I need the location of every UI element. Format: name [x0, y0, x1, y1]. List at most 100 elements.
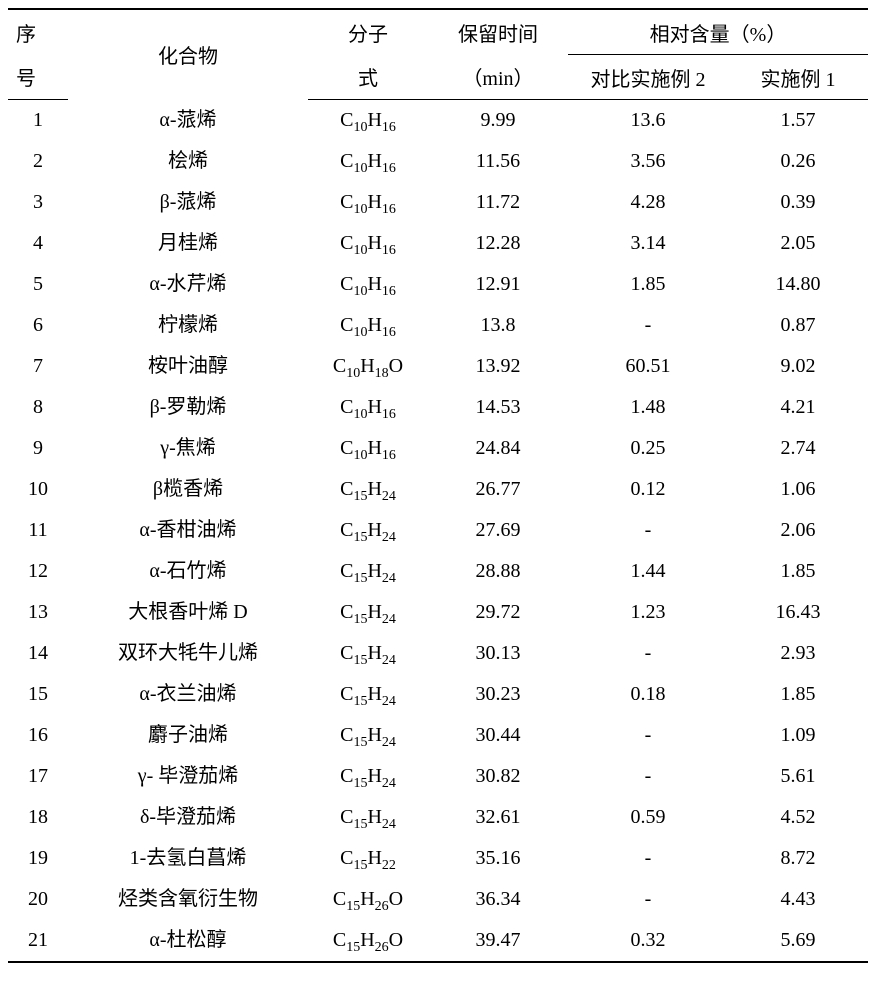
cell-seq: 13 — [8, 592, 68, 633]
header-mf-l1: 分子 — [308, 9, 428, 55]
header-rt-l1: 保留时间 — [428, 9, 568, 55]
cell-mf: C15H22 — [308, 838, 428, 879]
header-rel-group: 相对含量（%） — [568, 9, 868, 55]
cell-mf: C10H16 — [308, 305, 428, 346]
cell-seq: 17 — [8, 756, 68, 797]
cell-mf: C15H26O — [308, 920, 428, 962]
cell-name: γ-焦烯 — [68, 428, 308, 469]
table-row: 1α-蒎烯C10H169.9913.61.57 — [8, 100, 868, 142]
cell-ex1: 4.21 — [728, 387, 868, 428]
cell-rt: 11.72 — [428, 182, 568, 223]
header-mf-l2: 式 — [308, 55, 428, 100]
cell-mf: C15H24 — [308, 674, 428, 715]
cell-ex1: 1.85 — [728, 551, 868, 592]
cell-cmp2: - — [568, 510, 728, 551]
cell-rt: 30.13 — [428, 633, 568, 674]
cell-mf: C10H16 — [308, 387, 428, 428]
cell-cmp2: 0.12 — [568, 469, 728, 510]
table-row: 4月桂烯C10H1612.283.142.05 — [8, 223, 868, 264]
cell-seq: 2 — [8, 141, 68, 182]
table-row: 6柠檬烯C10H1613.8-0.87 — [8, 305, 868, 346]
cell-ex1: 9.02 — [728, 346, 868, 387]
header-seq-l2: 号 — [8, 55, 68, 100]
table-row: 11α-香柑油烯C15H2427.69-2.06 — [8, 510, 868, 551]
cell-cmp2: 1.44 — [568, 551, 728, 592]
header-cmp2: 对比实施例 2 — [568, 55, 728, 100]
table-row: 15α-衣兰油烯C15H2430.230.181.85 — [8, 674, 868, 715]
cell-rt: 36.34 — [428, 879, 568, 920]
cell-seq: 12 — [8, 551, 68, 592]
cell-ex1: 1.09 — [728, 715, 868, 756]
cell-cmp2: 4.28 — [568, 182, 728, 223]
header-rt-l2: （min） — [428, 55, 568, 100]
table-row: 9γ-焦烯C10H1624.840.252.74 — [8, 428, 868, 469]
cell-seq: 9 — [8, 428, 68, 469]
cell-rt: 24.84 — [428, 428, 568, 469]
cell-name: α-水芹烯 — [68, 264, 308, 305]
cell-cmp2: 0.32 — [568, 920, 728, 962]
cell-ex1: 4.52 — [728, 797, 868, 838]
cell-rt: 12.91 — [428, 264, 568, 305]
header-seq-l1: 序 — [8, 9, 68, 55]
cell-mf: C10H16 — [308, 428, 428, 469]
cell-cmp2: - — [568, 838, 728, 879]
cell-ex1: 2.05 — [728, 223, 868, 264]
header-ex1: 实施例 1 — [728, 55, 868, 100]
cell-mf: C10H16 — [308, 182, 428, 223]
cell-mf: C10H16 — [308, 100, 428, 142]
cell-cmp2: 0.25 — [568, 428, 728, 469]
cell-cmp2: - — [568, 879, 728, 920]
cell-mf: C10H18O — [308, 346, 428, 387]
cell-rt: 39.47 — [428, 920, 568, 962]
cell-rt: 27.69 — [428, 510, 568, 551]
cell-name: β-蒎烯 — [68, 182, 308, 223]
cell-name: 桧烯 — [68, 141, 308, 182]
cell-ex1: 1.57 — [728, 100, 868, 142]
cell-name: 烃类含氧衍生物 — [68, 879, 308, 920]
cell-seq: 8 — [8, 387, 68, 428]
cell-cmp2: 0.18 — [568, 674, 728, 715]
cell-name: γ- 毕澄茄烯 — [68, 756, 308, 797]
cell-mf: C15H24 — [308, 551, 428, 592]
header-name: 化合物 — [68, 9, 308, 100]
cell-seq: 19 — [8, 838, 68, 879]
cell-mf: C10H16 — [308, 141, 428, 182]
cell-mf: C10H16 — [308, 223, 428, 264]
cell-ex1: 1.85 — [728, 674, 868, 715]
cell-ex1: 4.43 — [728, 879, 868, 920]
cell-cmp2: 60.51 — [568, 346, 728, 387]
cell-ex1: 5.61 — [728, 756, 868, 797]
cell-ex1: 2.93 — [728, 633, 868, 674]
cell-name: α-衣兰油烯 — [68, 674, 308, 715]
cell-name: 桉叶油醇 — [68, 346, 308, 387]
table-row: 5α-水芹烯C10H1612.911.8514.80 — [8, 264, 868, 305]
cell-cmp2: 1.85 — [568, 264, 728, 305]
table-row: 8β-罗勒烯C10H1614.531.484.21 — [8, 387, 868, 428]
cell-seq: 21 — [8, 920, 68, 962]
cell-cmp2: 1.23 — [568, 592, 728, 633]
cell-name: 麝子油烯 — [68, 715, 308, 756]
table-row: 7桉叶油醇C10H18O13.9260.519.02 — [8, 346, 868, 387]
cell-ex1: 2.74 — [728, 428, 868, 469]
cell-name: α-蒎烯 — [68, 100, 308, 142]
table-row: 12α-石竹烯C15H2428.881.441.85 — [8, 551, 868, 592]
cell-rt: 14.53 — [428, 387, 568, 428]
table-row: 20烃类含氧衍生物C15H26O36.34-4.43 — [8, 879, 868, 920]
cell-seq: 7 — [8, 346, 68, 387]
cell-mf: C15H24 — [308, 797, 428, 838]
cell-name: 1-去氢白菖烯 — [68, 838, 308, 879]
cell-name: δ-毕澄茄烯 — [68, 797, 308, 838]
cell-cmp2: - — [568, 305, 728, 346]
table-body: 1α-蒎烯C10H169.9913.61.572桧烯C10H1611.563.5… — [8, 100, 868, 963]
cell-cmp2: - — [568, 715, 728, 756]
cell-seq: 11 — [8, 510, 68, 551]
cell-mf: C10H16 — [308, 264, 428, 305]
cell-mf: C15H24 — [308, 715, 428, 756]
cell-cmp2: 0.59 — [568, 797, 728, 838]
cell-name: β榄香烯 — [68, 469, 308, 510]
table-row: 14双环大牦牛儿烯C15H2430.13-2.93 — [8, 633, 868, 674]
compound-table: 序 化合物 分子 保留时间 相对含量（%） 号 式 （min） 对比实施例 2 … — [8, 8, 868, 963]
table-header: 序 化合物 分子 保留时间 相对含量（%） 号 式 （min） 对比实施例 2 … — [8, 9, 868, 100]
cell-name: 大根香叶烯 D — [68, 592, 308, 633]
cell-seq: 14 — [8, 633, 68, 674]
